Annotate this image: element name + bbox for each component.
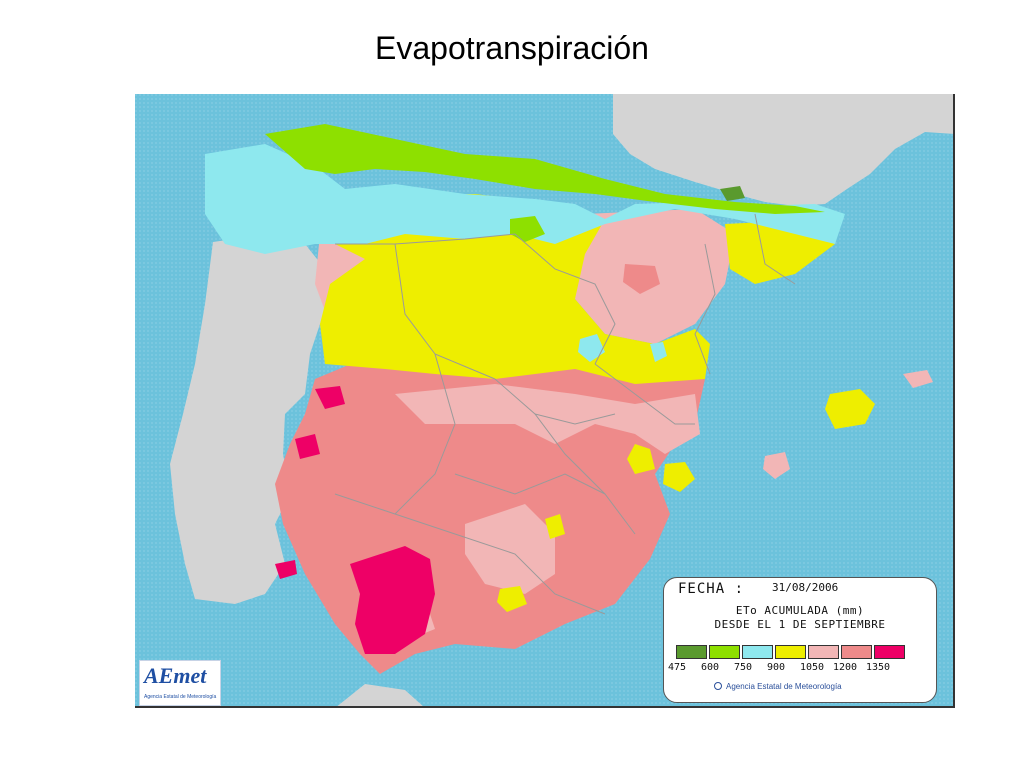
logo-text: AEmet bbox=[144, 663, 207, 688]
logo-subtext: Agencia Estatal de Meteorología bbox=[144, 694, 217, 700]
zone-900-spot3 bbox=[545, 514, 565, 539]
legend-label-750: 750 bbox=[734, 662, 753, 673]
legend-swatch-900 bbox=[775, 645, 806, 659]
zone-900-baleares bbox=[825, 389, 875, 429]
evapotranspiration-map bbox=[135, 94, 955, 708]
legend-label-600: 600 bbox=[701, 662, 720, 673]
legend-label-1350: 1350 bbox=[866, 662, 891, 673]
legend-swatch-1050 bbox=[808, 645, 839, 659]
legend-label-900: 900 bbox=[767, 662, 786, 673]
legend-agency: Agencia Estatal de Meteorología bbox=[726, 682, 842, 691]
portugal-land bbox=[170, 236, 325, 604]
region-borders bbox=[334, 213, 796, 615]
zone-475 bbox=[720, 186, 745, 201]
zone-750-spot1 bbox=[578, 334, 605, 362]
legend-swatch-1200 bbox=[841, 645, 872, 659]
zone-600-spot bbox=[510, 216, 545, 242]
morocco-land bbox=[337, 684, 423, 706]
france-land bbox=[613, 94, 953, 206]
agency-icon bbox=[714, 682, 722, 690]
legend-label-1050: 1050 bbox=[800, 662, 825, 673]
zone-750-spot2 bbox=[650, 342, 667, 362]
zone-1200-spot bbox=[623, 264, 660, 294]
legend-swatch-750 bbox=[742, 645, 773, 659]
zone-1350-c bbox=[295, 434, 320, 459]
island-menorca bbox=[903, 370, 933, 388]
zone-1350-d bbox=[275, 560, 297, 579]
legend-fecha-label: FECHA : bbox=[678, 581, 745, 597]
legend-swatch-475 bbox=[676, 645, 707, 659]
legend-swatch-600 bbox=[709, 645, 740, 659]
legend-box: FECHA : 31/08/2006 ETo ACUMULADA (mm) DE… bbox=[663, 577, 937, 703]
legend-swatch-1350 bbox=[874, 645, 905, 659]
zone-1350-b bbox=[315, 386, 345, 409]
zone-900-spot1 bbox=[627, 444, 655, 474]
zone-600 bbox=[265, 124, 825, 214]
legend-color-scale bbox=[676, 645, 907, 659]
zone-750 bbox=[205, 144, 845, 254]
aemet-logo: AEmet Agencia Estatal de Meteorología bbox=[139, 660, 221, 706]
legend-label-1200: 1200 bbox=[833, 662, 858, 673]
legend-scale-labels: 475 600 750 900 1050 1200 1350 bbox=[664, 662, 936, 676]
legend-date: 31/08/2006 bbox=[772, 581, 839, 594]
zone-1350-a bbox=[350, 546, 435, 654]
slide-title: Evapotranspiración bbox=[375, 30, 649, 66]
zone-900-spot2 bbox=[663, 462, 695, 492]
zone-900 bbox=[320, 194, 710, 384]
zone-900-spot4 bbox=[497, 586, 527, 612]
legend-title-line2: DESDE EL 1 DE SEPTIEMBRE bbox=[714, 618, 886, 631]
zone-1050 bbox=[395, 384, 700, 454]
legend-title-line1: ETo ACUMULADA (mm) bbox=[735, 604, 865, 617]
island-ibiza bbox=[763, 452, 790, 479]
legend-label-475: 475 bbox=[668, 662, 687, 673]
